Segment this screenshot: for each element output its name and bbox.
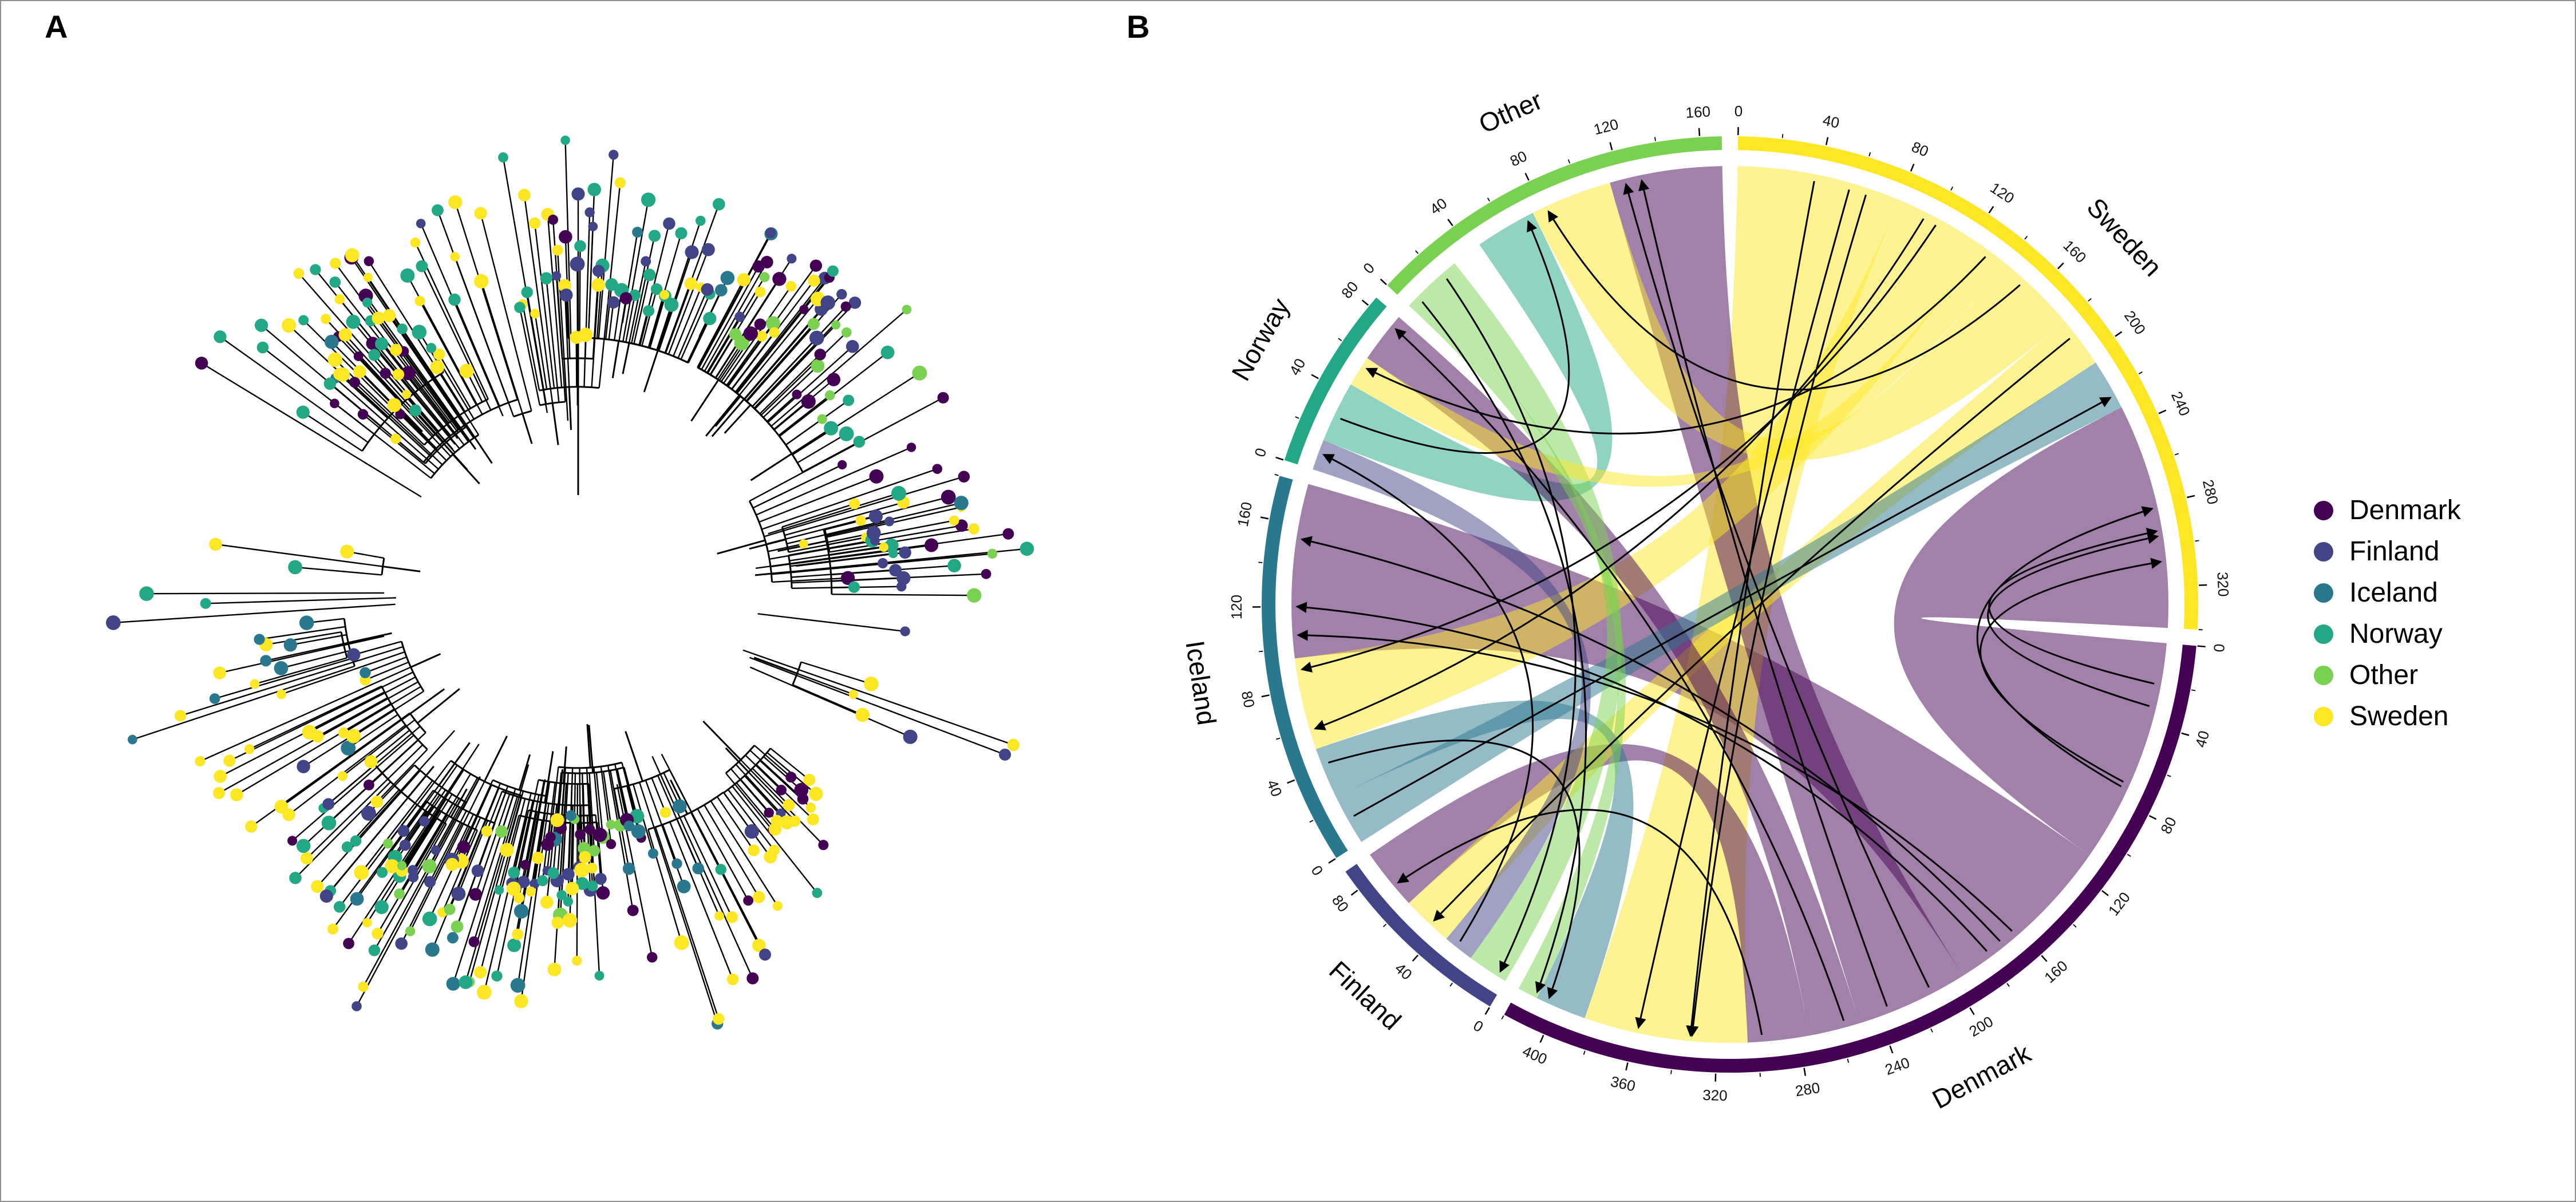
- transmission-arrows: [1295, 179, 2163, 1037]
- svg-text:160: 160: [1685, 102, 1711, 121]
- legend-dot-iceland: [2314, 583, 2333, 603]
- sector-arc-other: [1387, 136, 1722, 295]
- legend-dot-norway: [2314, 624, 2333, 644]
- sector-arc-denmark: [1504, 645, 2196, 1073]
- svg-text:80: 80: [1338, 278, 1362, 302]
- svg-text:160: 160: [2060, 236, 2089, 266]
- legend-dot-denmark: [2314, 501, 2333, 520]
- legend-label-denmark: Denmark: [2349, 495, 2461, 525]
- svg-text:200: 200: [1966, 1013, 1996, 1040]
- sector-label-norway: Norway: [1226, 293, 1295, 385]
- legend-label-norway: Norway: [2349, 619, 2443, 649]
- legend-dot-sweden: [2314, 707, 2333, 726]
- legend-label-iceland: Iceland: [2349, 578, 2438, 608]
- svg-text:80: 80: [1507, 147, 1530, 169]
- sector-arc-finland: [1345, 864, 1498, 1007]
- svg-text:0: 0: [1735, 102, 1743, 120]
- ribbon-other-finland: [1423, 263, 1622, 981]
- svg-text:160: 160: [1234, 500, 1255, 528]
- svg-text:120: 120: [2105, 889, 2134, 919]
- svg-text:400: 400: [1520, 1042, 1550, 1068]
- svg-text:280: 280: [1794, 1079, 1822, 1100]
- svg-text:40: 40: [1263, 777, 1286, 799]
- svg-text:40: 40: [2192, 729, 2213, 749]
- chord-diagram-chart: 0 40 80 120 160 200 240 280 320 Sweden 0 40 80 120 160…: [1180, 85, 2232, 1115]
- legend-dot-other: [2314, 666, 2333, 685]
- svg-text:200: 200: [2121, 307, 2149, 338]
- legend-item-iceland: Iceland: [2314, 579, 2461, 607]
- legend-item-sweden: Sweden: [2314, 703, 2461, 730]
- svg-text:120: 120: [1228, 595, 1245, 620]
- svg-text:120: 120: [1987, 179, 2017, 207]
- svg-text:40: 40: [1427, 195, 1450, 218]
- sector-label-denmark: Denmark: [1927, 1038, 2036, 1114]
- legend-item-finland: Finland: [2314, 538, 2461, 566]
- phylogenetic-tree-chart: [106, 135, 1034, 1030]
- svg-text:40: 40: [1286, 355, 1309, 378]
- svg-text:80: 80: [2157, 814, 2180, 836]
- ribbon-denmark-finland: [1370, 744, 1809, 1043]
- svg-text:160: 160: [2041, 957, 2071, 986]
- svg-text:80: 80: [1329, 892, 1352, 915]
- ribbon-sweden-iceland: [1294, 200, 1981, 749]
- svg-text:0: 0: [1360, 259, 1378, 277]
- legend-item-other: Other: [2314, 662, 2461, 689]
- panel-a-label: A: [45, 9, 68, 45]
- legend: Denmark Finland Iceland Norway Other Swe…: [2314, 497, 2461, 730]
- svg-text:240: 240: [1883, 1054, 1912, 1078]
- sector-arc-iceland: [1262, 476, 1348, 859]
- svg-text:240: 240: [2168, 389, 2194, 418]
- legend-label-sweden: Sweden: [2349, 701, 2449, 732]
- ribbon-denmark-other: [1610, 166, 1963, 1023]
- svg-text:320: 320: [1702, 1086, 1728, 1104]
- ribbon-sweden-other: [1532, 183, 2065, 461]
- legend-label-other: Other: [2349, 660, 2419, 690]
- sector-label-iceland: Iceland: [1180, 639, 1222, 727]
- svg-text:0: 0: [2210, 643, 2228, 653]
- chord-ribbons: [1291, 166, 2168, 1043]
- sector-label-finland: Finland: [1323, 955, 1407, 1036]
- legend-item-norway: Norway: [2314, 620, 2461, 648]
- svg-text:0: 0: [1251, 446, 1270, 459]
- svg-text:40: 40: [1822, 112, 1841, 132]
- legend-item-denmark: Denmark: [2314, 497, 2461, 524]
- ribbon-denmark-norway: [1367, 317, 1860, 1036]
- legend-dot-finland: [2314, 542, 2333, 562]
- svg-text:0: 0: [1307, 863, 1326, 879]
- svg-text:80: 80: [1238, 690, 1258, 709]
- ribbon-norway-other: [1323, 212, 1613, 501]
- ribbon-denmark-sweden: [1894, 407, 2168, 855]
- sector-arc-norway: [1284, 297, 1387, 465]
- sector-label-other: Other: [1475, 85, 1547, 139]
- sector-arc-sweden: [1737, 136, 2198, 630]
- svg-text:320: 320: [2214, 572, 2233, 598]
- legend-label-finland: Finland: [2349, 536, 2440, 567]
- sector-label-sweden: Sweden: [2081, 192, 2168, 282]
- svg-text:280: 280: [2199, 478, 2222, 506]
- svg-text:0: 0: [1471, 1017, 1487, 1035]
- svg-text:40: 40: [1392, 959, 1416, 983]
- tree-tips: [106, 135, 1034, 1030]
- svg-text:80: 80: [1909, 138, 1931, 160]
- svg-text:120: 120: [1592, 116, 1621, 139]
- svg-text:360: 360: [1609, 1073, 1637, 1095]
- panel-b-label: B: [1127, 9, 1150, 45]
